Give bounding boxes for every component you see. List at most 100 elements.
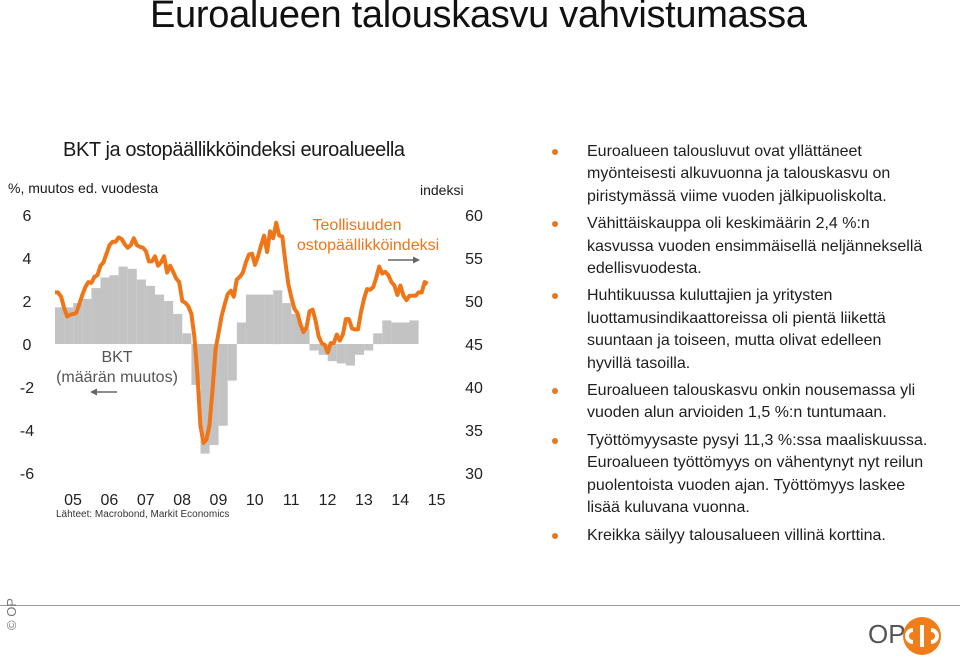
bullet-text: Euroalueen talouskasvu onkin nousemassa … bbox=[587, 382, 916, 422]
bullet-item: Työttömyysaste pysyi 11,3 %:ssa maalisku… bbox=[540, 430, 930, 520]
gdp-bar bbox=[109, 275, 119, 344]
copyright: © OP bbox=[4, 598, 19, 630]
gdp-bar bbox=[91, 288, 101, 344]
gdp-bar bbox=[409, 320, 419, 344]
gdp-bar bbox=[245, 294, 255, 344]
gdp-bar bbox=[391, 322, 401, 344]
bullet-dot bbox=[552, 388, 558, 395]
bullet-item: Vähittäiskauppa oli keskimäärin 2,4 %:n … bbox=[540, 213, 930, 280]
right-axis-tick: 50 bbox=[465, 294, 483, 311]
x-axis-tick: 10 bbox=[246, 492, 264, 509]
bullet-dot bbox=[552, 293, 558, 300]
gdp-bar bbox=[100, 277, 110, 344]
left-axis-tick: 0 bbox=[23, 337, 32, 354]
x-axis-tick: 09 bbox=[210, 492, 228, 509]
slide-title: Euroalueen talouskasvu vahvistumassa bbox=[150, 0, 807, 36]
gdp-bar bbox=[382, 320, 392, 344]
gdp-bar bbox=[327, 344, 337, 362]
gdp-bar bbox=[73, 303, 83, 344]
gdp-bar bbox=[64, 307, 74, 344]
annotations: BKT (määrän muutos) Teollisuuden ostopäälli… bbox=[56, 217, 439, 396]
bullet-dot bbox=[552, 149, 558, 155]
gdp-bar bbox=[318, 344, 328, 355]
right-axis-tick: 60 bbox=[465, 208, 483, 225]
left-axis-tick: -4 bbox=[20, 423, 34, 440]
gdp-bar bbox=[136, 279, 146, 344]
gdp-bar bbox=[145, 285, 155, 344]
right-axis-tick: 40 bbox=[465, 380, 483, 397]
gdp-bar bbox=[364, 344, 374, 351]
gdp-bar bbox=[200, 344, 210, 454]
gdp-bar bbox=[291, 313, 301, 344]
brand-text: OP bbox=[868, 619, 906, 649]
gdp-arrow-head bbox=[90, 388, 97, 396]
source-note: Lähteet: Macrobond, Markit Economics bbox=[56, 509, 230, 520]
x-axis-tick: 15 bbox=[428, 492, 446, 509]
bullet-item: Euroalueen talousluvut ovat yllättäneet … bbox=[540, 141, 930, 208]
bullet-dot bbox=[552, 532, 558, 539]
gdp-bar bbox=[355, 344, 365, 355]
x-axis-tick: 07 bbox=[137, 492, 155, 509]
pmi-label-line2: ostopäällikköindeksi bbox=[297, 237, 439, 254]
footer-divider bbox=[0, 605, 960, 606]
axis-ticks: 6 4 2 0 -2 -4 -6 60 55 50 45 40 35 30 05 06 07 08 09 10 11 12… bbox=[20, 208, 483, 509]
right-axis-tick: 35 bbox=[465, 423, 483, 440]
x-axis-tick: 05 bbox=[64, 492, 82, 509]
gdp-bar bbox=[173, 313, 183, 344]
gdp-label: BKT bbox=[101, 349, 132, 366]
left-axis-tick: -2 bbox=[20, 380, 34, 397]
left-axis-tick: 2 bbox=[23, 294, 32, 311]
left-axis-tick: 6 bbox=[23, 208, 32, 225]
right-axis-unit: indeksi bbox=[420, 182, 464, 198]
pmi-line-layer bbox=[55, 220, 429, 445]
x-axis-tick: 14 bbox=[391, 492, 409, 509]
gdp-bar bbox=[127, 268, 137, 345]
x-axis-tick: 08 bbox=[173, 492, 191, 509]
left-axis-tick: 4 bbox=[23, 251, 32, 268]
bullet-text: Vähittäiskauppa oli keskimäärin 2,4 %:n … bbox=[587, 215, 923, 278]
gdp-bar bbox=[82, 298, 92, 344]
chart-title: BKT ja ostopäällikköindeksi euroalueella bbox=[63, 139, 405, 161]
gdp-bar bbox=[218, 344, 228, 426]
bullet-item: Kreikka säilyy talousalueen villinä kort… bbox=[540, 525, 930, 547]
bullet-item: Huhtikuussa kuluttajien ja yritysten luo… bbox=[540, 285, 930, 375]
bullet-list: Euroalueen talousluvut ovat yllättäneet … bbox=[540, 141, 930, 552]
bullet-dot bbox=[552, 221, 558, 228]
gdp-bar bbox=[373, 333, 383, 345]
right-axis-tick: 30 bbox=[465, 466, 483, 483]
pmi-line bbox=[55, 220, 429, 445]
gdp-bar bbox=[273, 290, 283, 345]
gdp-label-line2: (määrän muutos) bbox=[56, 369, 178, 386]
gdp-bar bbox=[118, 266, 128, 344]
x-axis-tick: 13 bbox=[355, 492, 373, 509]
gdp-bar bbox=[282, 303, 292, 344]
gdp-bar bbox=[309, 344, 319, 351]
chart-area: 6 4 2 0 -2 -4 -6 60 55 50 45 40 35 30 05 06 07 08 09 10 11 12… bbox=[20, 208, 483, 509]
pmi-arrow-head bbox=[413, 256, 420, 264]
gdp-bar bbox=[227, 344, 237, 381]
bullet-text: Työttömyysaste pysyi 11,3 %:ssa maalisku… bbox=[587, 431, 928, 517]
gdp-bar bbox=[255, 294, 265, 344]
gdp-bar bbox=[182, 333, 192, 345]
x-axis-tick: 06 bbox=[100, 492, 118, 509]
bullet-dot bbox=[552, 437, 558, 444]
x-axis-tick: 11 bbox=[283, 492, 300, 509]
gdp-bar bbox=[336, 344, 346, 364]
bullet-item: Euroalueen talouskasvu onkin nousemassa … bbox=[540, 380, 930, 425]
gdp-bar bbox=[264, 294, 274, 344]
left-axis-unit: %, muutos ed. vuodesta bbox=[8, 180, 159, 196]
x-axis-tick: 12 bbox=[319, 492, 337, 509]
left-axis-tick: -6 bbox=[20, 466, 34, 483]
gdp-bar bbox=[236, 322, 246, 344]
gdp-bar bbox=[164, 301, 174, 344]
right-axis-tick: 55 bbox=[465, 251, 483, 268]
bullet-text: Euroalueen talousluvut ovat yllättäneet … bbox=[587, 143, 891, 205]
gdp-bar bbox=[155, 294, 165, 344]
gdp-bar bbox=[55, 307, 65, 344]
gdp-bar bbox=[345, 344, 355, 366]
gdp-bar bbox=[400, 322, 410, 344]
bullet-text: Huhtikuussa kuluttajien ja yritysten luo… bbox=[587, 287, 886, 372]
pmi-label: Teollisuuden bbox=[313, 217, 402, 234]
bullet-text: Kreikka säilyy talousalueen villinä kort… bbox=[587, 526, 886, 544]
right-axis-tick: 45 bbox=[465, 337, 483, 354]
